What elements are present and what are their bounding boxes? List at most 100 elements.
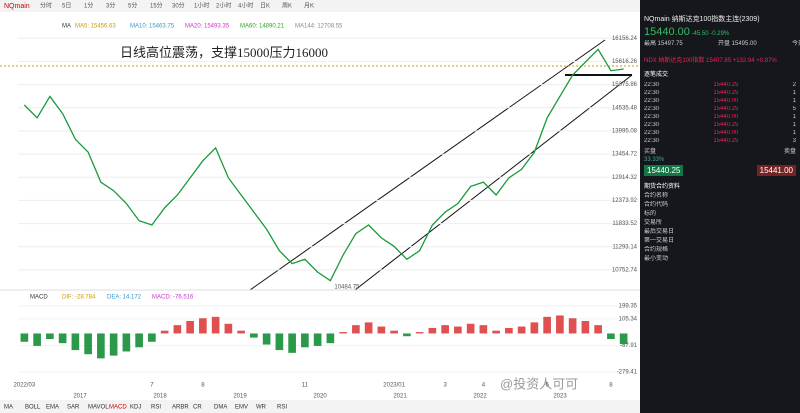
macd-bar	[326, 333, 335, 344]
y-tick-label: 199.35	[619, 303, 638, 309]
indicator-tab[interactable]: MA	[4, 405, 13, 411]
x-tick-label: 11	[302, 383, 309, 389]
trade-row: 22:30 15440.25 2	[640, 81, 800, 89]
macd-legend: DIF: -28.784	[62, 295, 96, 301]
indicator-tab[interactable]: MAVOL	[88, 405, 109, 411]
macd-bar	[530, 322, 539, 334]
macd-bar	[517, 326, 526, 334]
macd-bar	[568, 318, 577, 334]
period-tab[interactable]: 分时	[40, 2, 52, 10]
macd-bar	[313, 333, 322, 346]
macd-bar	[352, 325, 360, 334]
macd-bar	[619, 333, 628, 345]
macd-legend: MACD: -76.516	[152, 295, 194, 301]
indicator-tab[interactable]: RSI	[151, 405, 161, 411]
trade-cell: 22:30	[644, 122, 660, 128]
macd-bar	[543, 316, 551, 334]
macd-bar	[122, 333, 131, 352]
period-tab[interactable]: 周K	[282, 3, 292, 10]
period-tab[interactable]: 5日	[62, 3, 71, 10]
indicator-tab[interactable]: BOLL	[25, 405, 41, 411]
period-tab[interactable]: 日K	[260, 3, 270, 10]
period-tab[interactable]: 30分	[172, 2, 185, 10]
trade-list: 22:30 15440.25 2 22:30 15440.25 1 22:30 15440.0…	[640, 81, 800, 145]
macd-bar	[492, 330, 500, 334]
period-tab[interactable]: 5分	[128, 2, 137, 10]
macd-bar	[594, 325, 602, 334]
macd-bar	[58, 333, 67, 344]
indicator-tab[interactable]: EMV	[235, 405, 248, 411]
indicator-tab[interactable]: WR	[256, 405, 267, 411]
info-item: 合约代码	[644, 202, 669, 208]
macd-label: MACD	[30, 295, 48, 301]
macd-bar	[135, 333, 143, 348]
macd-bar	[186, 321, 194, 334]
trade-cell: 1	[792, 122, 796, 128]
indicator-tab[interactable]: SAR	[67, 405, 80, 411]
y-tick-label: 13995.08	[612, 129, 638, 135]
macd-bar	[607, 333, 615, 339]
indicator-tab[interactable]: ARBR	[172, 405, 189, 411]
y-tick-label: 105.34	[619, 316, 638, 322]
bid[interactable]: 15440.25	[644, 165, 684, 176]
info-item: 第一交易日	[644, 238, 675, 244]
info-item: 合约规格	[644, 247, 669, 253]
macd-bar	[441, 325, 449, 334]
ma-legend: MA60: 14890.21	[240, 24, 285, 30]
low-label: 10484.75	[334, 284, 360, 290]
trade-cell: 15440.25	[713, 90, 739, 96]
info-list: 合约名称 合约代码 标的 交易所 最后交易日 第一交易日 合约规格 最小变动	[640, 192, 800, 264]
symbol: NQmain	[4, 3, 30, 10]
y-tick-label: -87.91	[620, 343, 638, 349]
trade-cell: 22:30	[644, 90, 660, 96]
period-tab[interactable]: 1小时	[194, 2, 209, 10]
year-label: 2022	[473, 394, 487, 400]
macd-bar	[224, 323, 233, 334]
stat: 最高 15497.75	[644, 41, 683, 47]
ma-legend: MA144: 12708.55	[295, 24, 343, 30]
panel-title: NQmain 纳斯达克100指数主连(2309)	[644, 16, 760, 23]
info-item: 标的	[644, 211, 657, 217]
macd-bar	[581, 321, 590, 334]
indicator-tab[interactable]: KDJ	[130, 405, 141, 411]
macd-bar	[173, 325, 182, 334]
indicator-tab[interactable]: CR	[193, 405, 202, 411]
period-tab[interactable]: 3分	[106, 2, 115, 10]
period-tab[interactable]: 1分	[84, 2, 93, 10]
watermark: @投资人可可	[500, 376, 578, 391]
indicator-tab[interactable]: DMA	[214, 405, 227, 411]
period-tab[interactable]: 月K	[304, 3, 314, 10]
period-tab[interactable]: 15分	[150, 2, 163, 10]
trade-cell: 5	[792, 106, 796, 112]
trade-cell: 22:30	[644, 98, 660, 104]
trade-cell: 15440.00	[713, 114, 739, 120]
indicator-tab[interactable]: EMA	[46, 405, 59, 411]
ask[interactable]: 15441.00	[756, 165, 796, 176]
macd-bar	[237, 330, 245, 334]
trade-cell: 15440.00	[713, 98, 739, 104]
x-tick-label: 3	[443, 383, 447, 389]
annotation: 日线高位震荡，支撑15000压力16000	[120, 45, 328, 60]
period-tab[interactable]: 4小时	[238, 2, 253, 10]
trade-cell: 1	[792, 114, 796, 120]
x-tick-label: 6	[545, 383, 549, 389]
macd-bar	[390, 330, 398, 334]
x-tick-label: 7	[150, 383, 154, 389]
indicator-tab[interactable]: MACD	[109, 405, 127, 411]
period-tab[interactable]: 2小时	[216, 2, 231, 10]
trade-cell: 22:30	[644, 130, 660, 136]
macd-bar	[211, 316, 220, 334]
indicator-tab[interactable]: RSI	[277, 405, 287, 411]
trade-cell: 3	[792, 138, 796, 144]
ma-legend: MA20: 15493.35	[185, 24, 230, 30]
macd-bar	[199, 318, 207, 334]
macd-bar	[71, 333, 80, 351]
x-tick-label: 8	[609, 383, 613, 389]
y-tick-label: 12914.32	[612, 175, 638, 181]
x-tick-label: 4	[482, 383, 486, 389]
macd-bar	[46, 333, 54, 339]
macd-bar	[275, 333, 284, 351]
index-line: NDX 纳斯达克100指数 15407.85 +132.94 +0.87%	[644, 58, 777, 64]
y-tick-label: 15075.86	[612, 82, 638, 88]
